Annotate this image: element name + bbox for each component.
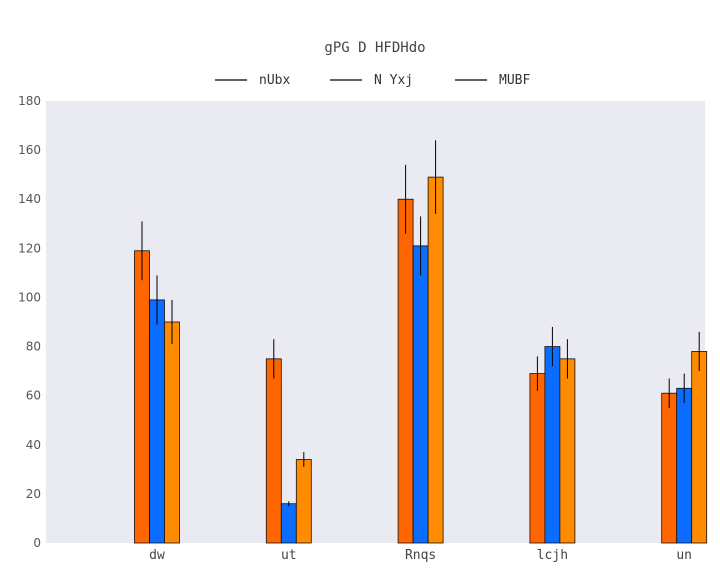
bar bbox=[265, 358, 282, 544]
bar bbox=[149, 299, 165, 544]
chart-title: gPG D HFDHdo bbox=[324, 40, 425, 56]
y-tick-label: 180 bbox=[18, 94, 41, 108]
x-axis: dw ut Rnqs lcjh un bbox=[149, 548, 692, 563]
bar bbox=[544, 346, 561, 544]
legend-item: MUBF bbox=[455, 73, 530, 88]
legend-item: N Yxj bbox=[330, 73, 413, 88]
bar bbox=[661, 392, 678, 544]
bar bbox=[691, 351, 708, 544]
x-tick-label: lcjh bbox=[537, 548, 568, 563]
x-tick-label: ut bbox=[281, 548, 297, 563]
bar bbox=[529, 373, 546, 544]
y-axis: 0 20 40 60 80 100 120 140 160 180 bbox=[18, 94, 41, 550]
y-tick-label: 160 bbox=[18, 143, 41, 157]
bar bbox=[412, 245, 429, 544]
bar bbox=[295, 459, 312, 544]
bar bbox=[397, 198, 414, 544]
bar bbox=[280, 503, 297, 544]
legend-label: N Yxj bbox=[374, 73, 413, 88]
y-tick-label: 120 bbox=[18, 241, 41, 255]
y-tick-label: 100 bbox=[18, 290, 41, 304]
y-tick-label: 80 bbox=[26, 340, 41, 354]
bar bbox=[164, 321, 180, 544]
bars bbox=[134, 140, 708, 544]
legend-label: MUBF bbox=[499, 73, 530, 88]
bar bbox=[427, 176, 444, 544]
bar bbox=[676, 387, 693, 544]
legend-label: nUbx bbox=[259, 73, 290, 88]
series-1 bbox=[149, 216, 693, 544]
series-0 bbox=[134, 164, 678, 544]
x-tick-label: un bbox=[676, 548, 692, 563]
y-tick-label: 60 bbox=[26, 389, 41, 403]
bar bbox=[134, 250, 150, 544]
x-tick-label: Rnqs bbox=[405, 548, 436, 563]
y-tick-label: 140 bbox=[18, 192, 41, 206]
y-tick-label: 0 bbox=[33, 536, 41, 550]
y-tick-label: 20 bbox=[26, 487, 41, 501]
series-2 bbox=[164, 140, 708, 544]
legend: nUbx N Yxj MUBF bbox=[215, 73, 530, 88]
legend-item: nUbx bbox=[215, 73, 290, 88]
x-tick-label: dw bbox=[149, 548, 165, 563]
y-tick-label: 40 bbox=[26, 438, 41, 452]
bar bbox=[559, 358, 576, 544]
